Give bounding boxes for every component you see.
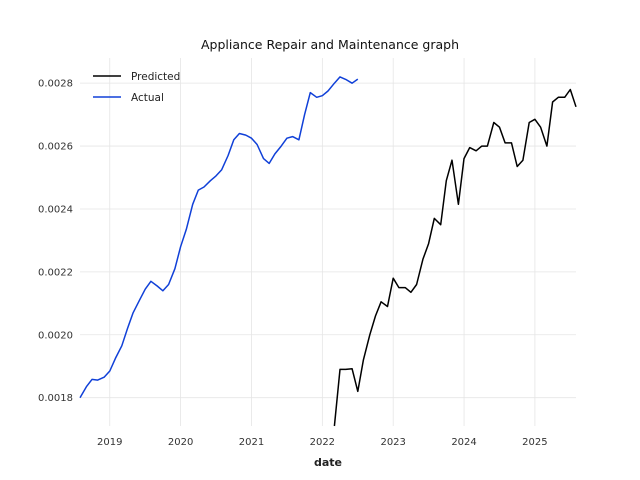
x-tick-label: 2025 <box>522 437 547 448</box>
y-tick-label: 0.0024 <box>38 204 73 215</box>
y-tick-label: 0.0022 <box>38 267 73 278</box>
y-tick-label: 0.0026 <box>38 142 73 153</box>
x-axis-label: date <box>314 456 342 469</box>
x-tick-label: 2019 <box>97 437 122 448</box>
y-tick-label: 0.0018 <box>38 393 73 404</box>
y-tick-label: 0.0020 <box>38 330 73 341</box>
legend-label-predicted: Predicted <box>131 71 180 83</box>
x-tick-label: 2023 <box>380 437 405 448</box>
x-tick-label: 2024 <box>451 437 476 448</box>
x-tick-label: 2022 <box>310 437 335 448</box>
legend-label-actual: Actual <box>131 92 164 104</box>
y-tick-label: 0.0028 <box>38 79 73 90</box>
series-line-predicted <box>333 88 577 427</box>
series-line-actual <box>79 76 359 399</box>
x-tick-label: 2020 <box>168 437 193 448</box>
grid <box>80 58 576 426</box>
x-tick-label: 2021 <box>239 437 264 448</box>
chart-title: Appliance Repair and Maintenance graph <box>201 37 459 52</box>
axis-ticks: 2019 2020 2021 2022 2023 2024 2025 0.0018 0.0020… <box>38 79 548 448</box>
series-lines <box>79 76 577 427</box>
legend: Predicted Actual <box>93 71 180 104</box>
